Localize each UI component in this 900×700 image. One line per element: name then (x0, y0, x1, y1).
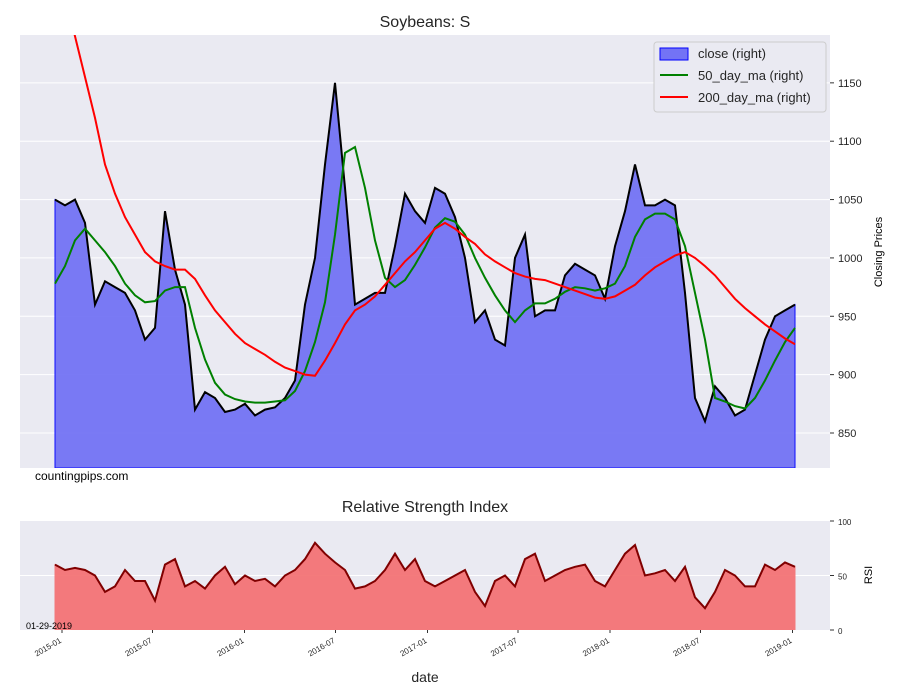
y-tick-label: 1150 (838, 78, 862, 90)
y-tick-label: 0 (838, 627, 843, 636)
legend-close: close (right) (698, 46, 766, 61)
x-tick-label: 2016-01 (216, 636, 246, 659)
x-tick-label: 2016-07 (307, 636, 337, 659)
legend-ma200: 200_day_ma (right) (698, 90, 811, 105)
x-axis-label: date (411, 669, 438, 685)
x-tick-label: 2018-01 (581, 636, 611, 659)
price-chart-title: Soybeans: S (380, 14, 471, 31)
watermark: countingpips.com (35, 469, 128, 483)
x-tick-label: 2015-07 (124, 636, 154, 659)
y-tick-label: 950 (838, 311, 856, 323)
y-tick-label: 1000 (838, 253, 862, 265)
x-tick-label: 2019-01 (764, 636, 794, 659)
y-tick-label: 100 (838, 518, 852, 527)
series-line-0 (54, 541, 796, 610)
legend-swatch-close (659, 47, 689, 61)
legend-ma50: 50_day_ma (right) (698, 68, 804, 83)
y-tick-label: 850 (838, 428, 856, 440)
series-group (54, 541, 796, 630)
x-tick-label: 2015-01 (33, 636, 63, 659)
legend: close (right) 50_day_ma (right) 200_day_… (653, 41, 827, 113)
y-tick-label: 900 (838, 370, 856, 382)
date-annotation: 01-29-2019 (26, 621, 72, 631)
series-line-1 (54, 145, 796, 410)
y-tick-label: 1100 (838, 136, 862, 148)
y-tick-label: 50 (838, 573, 847, 582)
rsi-y-label: RSI (863, 566, 875, 584)
series-group (54, 35, 796, 468)
x-tick-label: 2018-07 (672, 636, 702, 659)
rsi-chart-title: Relative Strength Index (342, 499, 508, 516)
series-line-0 (54, 82, 796, 425)
series-line-2 (73, 35, 796, 377)
price-y-label: Closing Prices (873, 216, 885, 287)
y-tick-label: 1050 (838, 195, 862, 207)
legend-box (653, 41, 827, 113)
x-tick-label: 2017-01 (399, 636, 429, 659)
x-tick-label: 2017-07 (489, 636, 519, 659)
